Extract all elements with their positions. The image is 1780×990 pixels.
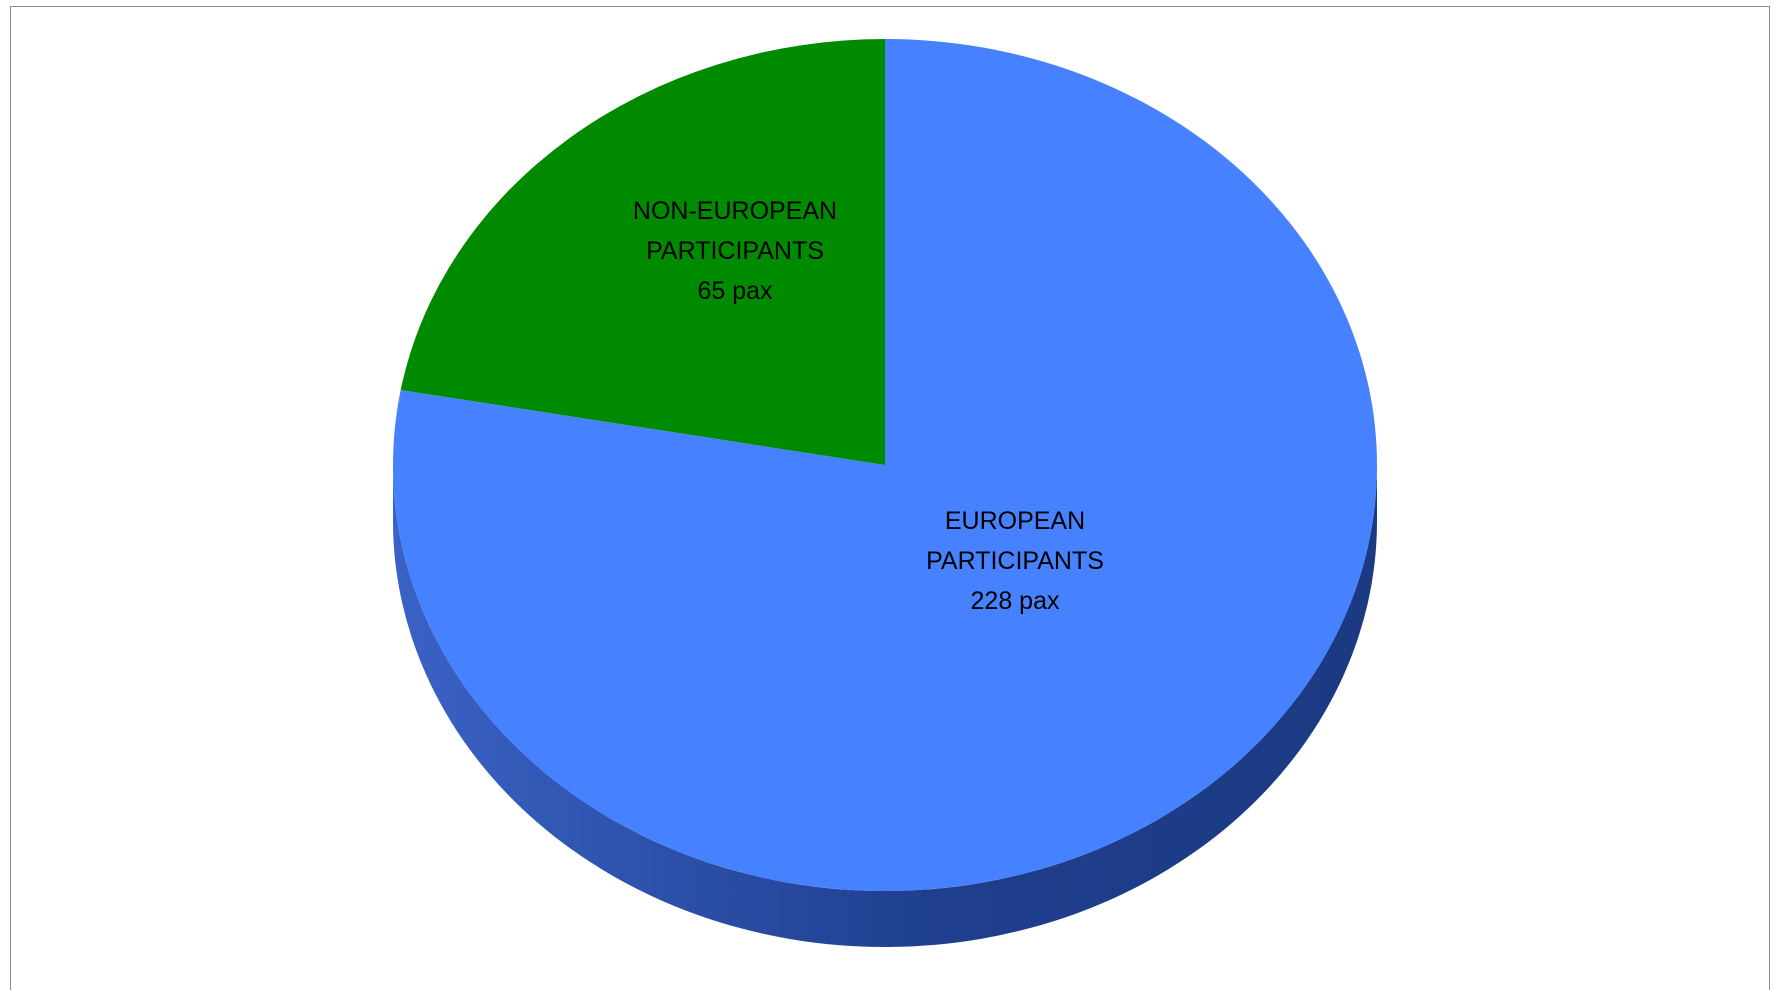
slice-non-european-participants[interactable]: [400, 39, 885, 465]
slice-label-line: PARTICIPANTS: [926, 547, 1104, 575]
slice-label-line: 65 pax: [697, 277, 773, 305]
slice-label-non-european-participants: NON-EUROPEAN PARTICIPANTS 65 pax: [633, 197, 837, 305]
pie-labels: EUROPEAN PARTICIPANTS 228 pax NON-EUROPEAN P…: [633, 197, 1104, 615]
slice-label-european-participants: EUROPEAN PARTICIPANTS 228 pax: [926, 507, 1104, 615]
pie-top: [393, 39, 1377, 891]
slice-label-line: 228 pax: [971, 587, 1060, 615]
slice-label-line: EUROPEAN: [945, 507, 1085, 535]
slice-label-line: NON-EUROPEAN: [633, 197, 837, 225]
slice-label-line: PARTICIPANTS: [646, 237, 824, 265]
